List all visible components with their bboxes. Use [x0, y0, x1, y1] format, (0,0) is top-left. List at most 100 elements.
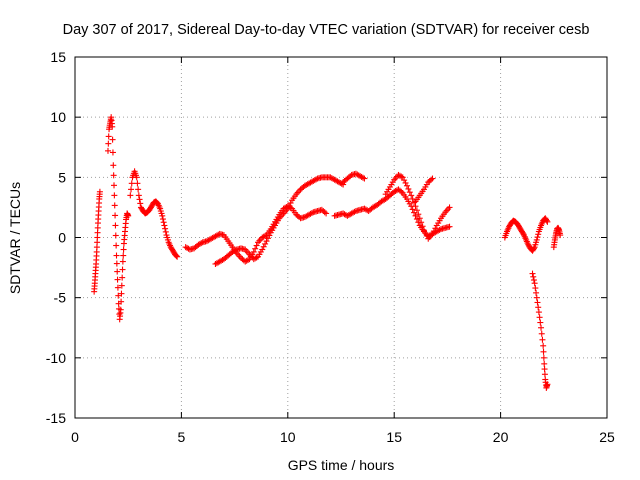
x-tick-label: 25 — [599, 429, 615, 445]
data-point — [535, 231, 542, 238]
data-point — [409, 206, 416, 213]
data-point — [159, 212, 166, 219]
data-point — [96, 188, 103, 195]
y-tick-label: 0 — [58, 230, 66, 246]
data-point — [543, 217, 550, 224]
data-point — [537, 319, 544, 326]
data-point — [532, 285, 539, 292]
data-point — [541, 366, 548, 373]
data-point — [540, 342, 547, 349]
data-point — [128, 186, 135, 193]
data-point — [432, 225, 439, 232]
data-point — [137, 200, 144, 207]
data-point — [260, 243, 267, 250]
data-point — [430, 228, 437, 235]
data-point — [529, 270, 536, 277]
data-point — [411, 199, 418, 206]
data-point — [133, 174, 140, 181]
data-point — [128, 180, 135, 187]
data-point — [401, 177, 408, 184]
y-tick-labels: -15 -10 -5 0 5 10 15 — [46, 49, 66, 426]
data-point — [113, 252, 120, 259]
x-tick-label: 15 — [386, 429, 402, 445]
data-point — [109, 136, 116, 143]
data-point — [557, 232, 564, 239]
data-point — [111, 182, 118, 189]
data-point — [113, 260, 120, 267]
data-point — [161, 222, 168, 229]
data-point — [162, 225, 169, 232]
data-point — [118, 282, 125, 289]
data-point — [436, 226, 443, 233]
data-point — [533, 289, 540, 296]
data-point — [534, 299, 541, 306]
data-point — [111, 192, 118, 199]
x-tick-label: 0 — [71, 429, 79, 445]
data-point — [253, 242, 260, 249]
data-point — [110, 162, 117, 169]
y-tick-label: -5 — [54, 290, 67, 306]
data-point — [245, 256, 252, 263]
data-point — [533, 236, 540, 243]
y-tick-label: 5 — [58, 169, 66, 185]
data-point — [109, 123, 116, 130]
data-point — [136, 196, 143, 203]
data-point — [162, 228, 169, 235]
data-point — [105, 140, 112, 147]
data-point — [539, 336, 546, 343]
data-point — [286, 202, 293, 209]
data-point — [173, 252, 180, 259]
data-point — [399, 174, 406, 181]
data-point — [250, 248, 257, 255]
data-point — [313, 176, 320, 183]
data-point — [531, 280, 538, 287]
data-point — [120, 246, 127, 253]
data-point — [264, 235, 271, 242]
x-tick-label: 5 — [178, 429, 186, 445]
y-axis-label: SDTVAR / TECUs — [7, 182, 23, 294]
data-point — [105, 133, 112, 140]
data-point — [406, 189, 413, 196]
data-point — [415, 211, 422, 218]
data-point — [134, 180, 141, 187]
data-point — [119, 258, 126, 265]
chart-title: Day 307 of 2017, Sidereal Day-to-day VTE… — [63, 22, 590, 38]
data-point — [114, 276, 121, 283]
y-tick-label: -10 — [46, 350, 66, 366]
data-point — [541, 371, 548, 378]
data-points — [91, 114, 564, 391]
data-point — [520, 230, 527, 237]
data-point — [530, 273, 537, 280]
y-tick-label: 10 — [50, 109, 66, 125]
data-point — [405, 185, 412, 192]
x-axis-label: GPS time / hours — [288, 457, 395, 473]
data-point — [321, 209, 328, 216]
data-point — [419, 223, 426, 230]
data-point — [408, 192, 415, 199]
data-point — [232, 247, 239, 254]
data-point — [413, 207, 420, 214]
data-point — [114, 268, 121, 275]
x-tick-labels: 0 5 10 15 20 25 — [71, 429, 615, 445]
data-point — [259, 246, 266, 253]
data-point — [111, 202, 118, 209]
data-point — [118, 290, 125, 297]
data-point — [114, 284, 121, 291]
y-tick-label: 15 — [50, 49, 66, 65]
data-point — [174, 253, 181, 260]
data-point — [422, 230, 429, 237]
data-point — [253, 254, 260, 261]
y-tick-label: -15 — [46, 410, 66, 426]
data-point — [398, 173, 405, 180]
data-point — [536, 314, 543, 321]
data-point — [538, 330, 545, 337]
data-point — [110, 172, 117, 179]
data-point — [266, 232, 273, 239]
data-point — [109, 149, 116, 156]
data-point — [540, 348, 547, 355]
data-point — [104, 147, 111, 154]
data-point — [359, 174, 366, 181]
data-point — [113, 242, 120, 249]
data-point — [252, 245, 259, 252]
